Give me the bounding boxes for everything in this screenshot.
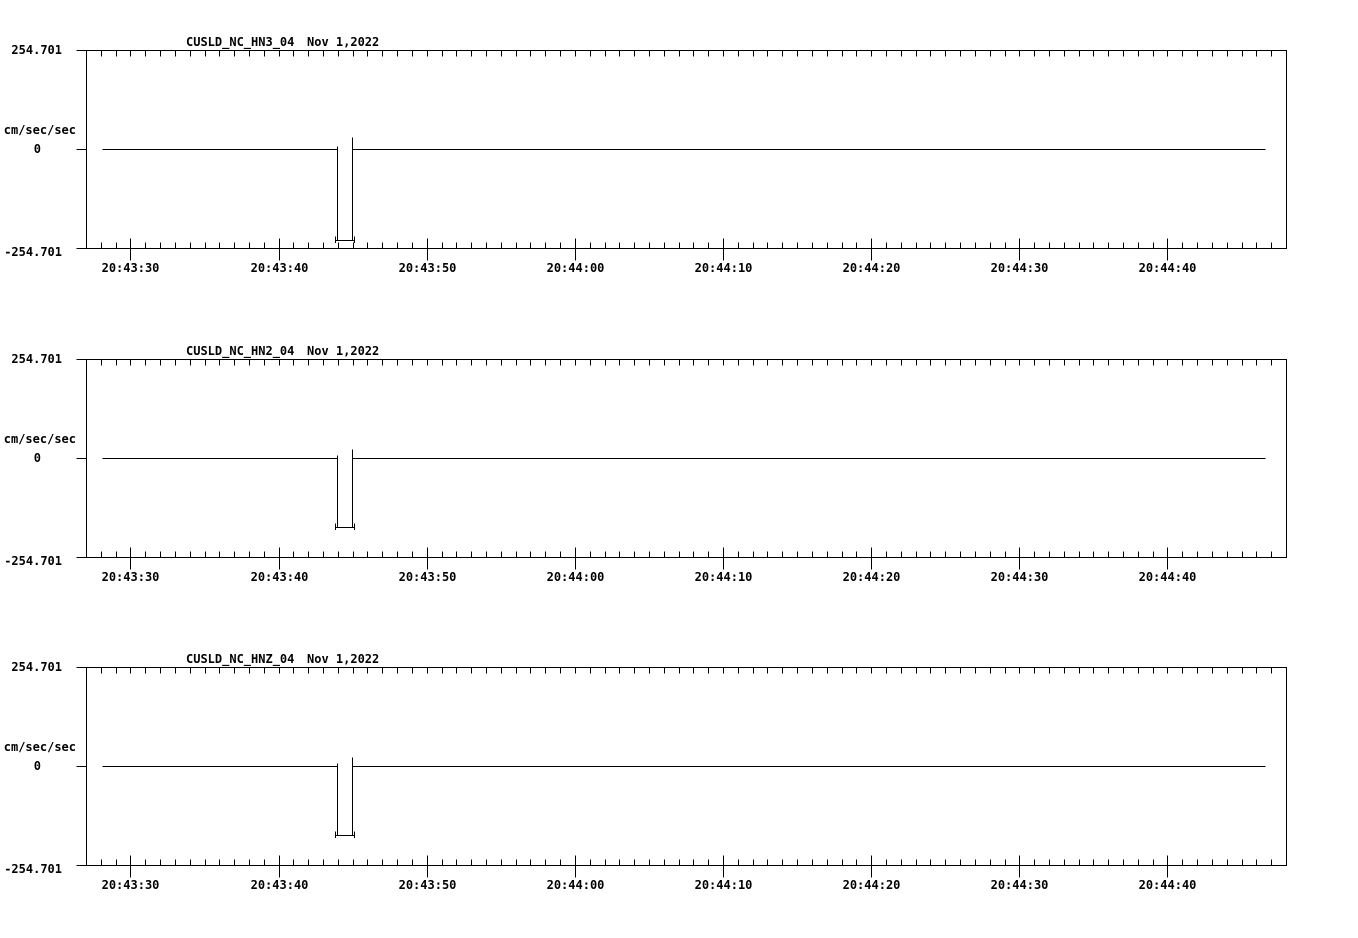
x-tick-label: 20:43:30 — [101, 878, 160, 892]
y-axis-zero-label: 0 — [33, 451, 41, 465]
x-tick-label: 20:43:50 — [398, 261, 457, 275]
y-axis-zero-label: 0 — [33, 142, 41, 156]
panel-title-station: CUSLD_NC_HN2_04 — [186, 344, 295, 358]
x-tick-label: 20:43:40 — [250, 570, 309, 584]
x-tick-label: 20:43:40 — [250, 878, 309, 892]
second-ticks — [101, 667, 1272, 866]
y-axis-units-label: cm/sec/sec — [3, 432, 76, 446]
second-ticks — [101, 359, 1272, 558]
y-axis-zero-label: 0 — [33, 759, 41, 773]
x-tick-label: 20:44:30 — [990, 570, 1049, 584]
pulse-bottom-caps — [335, 236, 355, 243]
x-tick-label: 20:44:00 — [546, 570, 605, 584]
y-axis-units-label: cm/sec/sec — [3, 123, 76, 137]
y-axis-units-label: cm/sec/sec — [3, 740, 76, 754]
y-axis-max-label: 254.701 — [11, 43, 62, 57]
x-tick-label: 20:44:10 — [694, 261, 753, 275]
waveform-plot — [76, 50, 1287, 261]
y-axis-min-label: -254.701 — [4, 554, 62, 568]
x-tick-label: 20:44:20 — [842, 878, 901, 892]
x-tick-label: 20:44:00 — [546, 878, 605, 892]
waveform-trace — [102, 137, 1266, 241]
second-ticks — [101, 50, 1272, 249]
x-tick-label: 20:43:40 — [250, 261, 309, 275]
major-ticks — [130, 855, 1168, 878]
axis-frame — [76, 359, 1287, 558]
x-tick-label: 20:44:30 — [990, 878, 1049, 892]
x-tick-label: 20:43:50 — [398, 570, 457, 584]
panel-title-date: Nov 1,2022 — [307, 35, 380, 49]
major-ticks — [130, 238, 1168, 261]
waveform-plot — [76, 667, 1287, 878]
waveform-plot — [76, 359, 1287, 570]
y-axis-max-label: 254.701 — [11, 660, 62, 674]
y-axis-max-label: 254.701 — [11, 352, 62, 366]
panel-title-date: Nov 1,2022 — [307, 344, 380, 358]
x-tick-label: 20:43:30 — [101, 261, 160, 275]
x-tick-label: 20:44:20 — [842, 570, 901, 584]
x-tick-label: 20:44:30 — [990, 261, 1049, 275]
panel-title-station: CUSLD_NC_HNZ_04 — [186, 652, 295, 666]
waveform-trace — [102, 757, 1266, 836]
panel-title-date: Nov 1,2022 — [307, 652, 380, 666]
seismogram-panel-hn2: CUSLD_NC_HN2_04 Nov 1,2022 254.701 cm/se… — [0, 345, 1358, 630]
y-axis-min-label: -254.701 — [4, 245, 62, 259]
major-ticks — [130, 547, 1168, 570]
pulse-bottom-caps — [335, 523, 355, 530]
x-tick-label: 20:44:40 — [1138, 261, 1197, 275]
x-tick-label: 20:44:10 — [694, 570, 753, 584]
x-tick-label: 20:44:40 — [1138, 570, 1197, 584]
axis-frame — [76, 667, 1287, 866]
x-tick-label: 20:44:10 — [694, 878, 753, 892]
seismogram-panel-hnz: CUSLD_NC_HNZ_04 Nov 1,2022 254.701 cm/se… — [0, 653, 1358, 938]
seismogram-panel-hn3: CUSLD_NC_HN3_04 Nov 1,2022 254.701 cm/se… — [0, 36, 1358, 321]
x-tick-label: 20:44:20 — [842, 261, 901, 275]
axis-frame — [76, 50, 1287, 249]
x-tick-label: 20:44:40 — [1138, 878, 1197, 892]
waveform-trace — [102, 449, 1266, 528]
x-tick-label: 20:44:00 — [546, 261, 605, 275]
pulse-bottom-caps — [335, 831, 355, 838]
panel-title-station: CUSLD_NC_HN3_04 — [186, 35, 295, 49]
y-axis-min-label: -254.701 — [4, 862, 62, 876]
x-tick-label: 20:43:50 — [398, 878, 457, 892]
x-tick-label: 20:43:30 — [101, 570, 160, 584]
